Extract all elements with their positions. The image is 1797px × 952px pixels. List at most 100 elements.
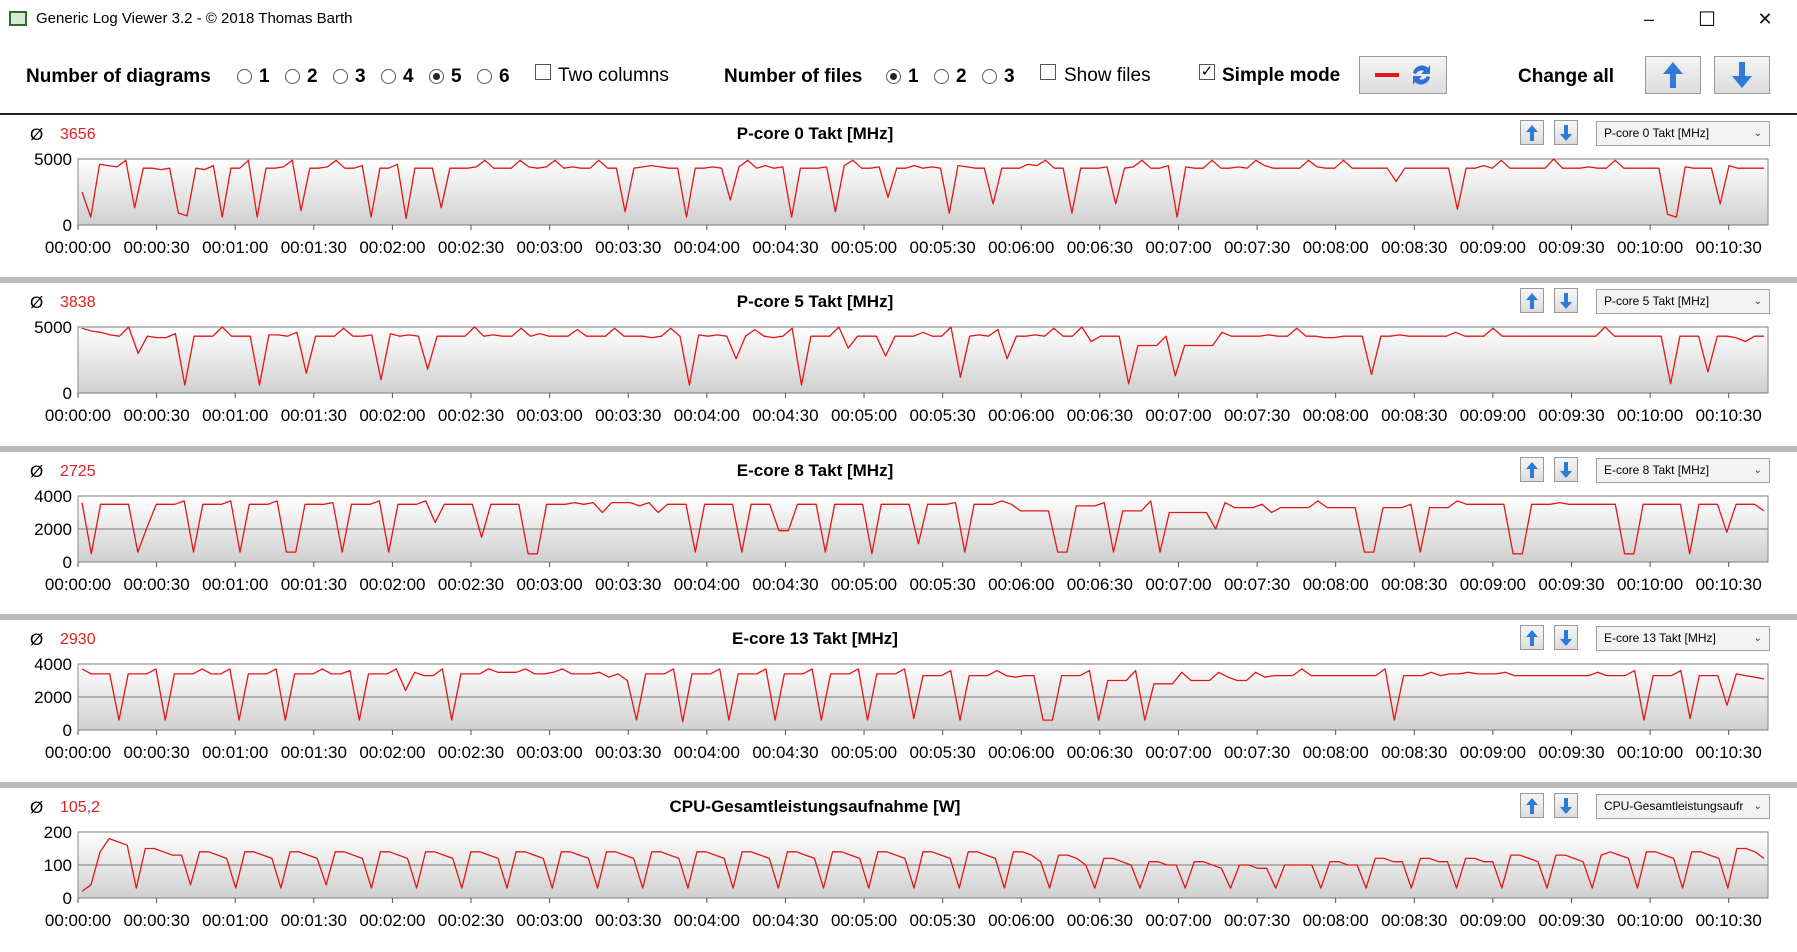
move-down-button[interactable] (1554, 457, 1578, 482)
average-value: 2930 (60, 631, 96, 648)
channel-select[interactable]: P-core 0 Takt [MHz] ⌄ (1596, 121, 1770, 146)
x-tick-label: 00:05:00 (831, 911, 897, 930)
channel-select-value: E-core 13 Takt [MHz] (1604, 631, 1716, 645)
x-tick-label: 00:04:30 (752, 743, 818, 762)
x-tick-label: 00:04:30 (752, 406, 818, 425)
line-color-refresh-icon (1375, 65, 1430, 85)
show-files-checkbox[interactable] (1040, 64, 1056, 80)
arrow-up-icon (1526, 124, 1538, 141)
channel-select[interactable]: E-core 8 Takt [MHz] ⌄ (1596, 458, 1770, 483)
move-up-button[interactable] (1520, 625, 1544, 650)
x-tick-label: 00:04:00 (674, 238, 740, 257)
channel-select-value: E-core 8 Takt [MHz] (1604, 463, 1710, 477)
files-radio-2[interactable] (934, 69, 949, 84)
channel-select[interactable]: P-core 5 Takt [MHz] ⌄ (1596, 289, 1770, 314)
x-tick-label: 00:01:30 (281, 575, 347, 594)
arrow-down-icon (1560, 797, 1572, 814)
diagrams-radio-1[interactable] (237, 69, 252, 84)
y-tick-label: 100 (44, 856, 72, 875)
x-tick-label: 00:03:30 (595, 743, 661, 762)
channel-select[interactable]: CPU-Gesamtleistungsaufr ⌄ (1596, 794, 1770, 819)
x-tick-label: 00:09:30 (1538, 406, 1604, 425)
x-tick-label: 00:04:30 (752, 238, 818, 257)
files-radio-1[interactable] (886, 69, 901, 84)
simple-mode-label: Simple mode (1222, 65, 1341, 86)
title-bar: Generic Log Viewer 3.2 - © 2018 Thomas B… (0, 0, 1797, 38)
diagrams-radio-6[interactable] (477, 69, 492, 84)
x-tick-label: 00:10:30 (1696, 406, 1762, 425)
arrow-down-icon (1732, 62, 1752, 88)
y-tick-label: 200 (44, 823, 72, 842)
x-tick-label: 00:00:30 (124, 238, 190, 257)
x-tick-label: 00:09:30 (1538, 743, 1604, 762)
change-all-up-button[interactable] (1645, 56, 1701, 94)
x-tick-label: 00:00:00 (45, 743, 111, 762)
y-tick-label: 0 (63, 721, 72, 740)
change-all-down-button[interactable] (1714, 56, 1770, 94)
x-tick-label: 00:04:30 (752, 575, 818, 594)
move-down-button[interactable] (1554, 120, 1578, 145)
files-radio-3[interactable] (982, 69, 997, 84)
x-tick-label: 00:03:00 (517, 406, 583, 425)
x-tick-label: 00:03:30 (595, 911, 661, 930)
diagrams-radio-4[interactable] (381, 69, 396, 84)
move-up-button[interactable] (1520, 457, 1544, 482)
x-tick-label: 00:07:00 (1145, 911, 1211, 930)
x-tick-label: 00:02:00 (359, 911, 425, 930)
close-button[interactable]: ✕ (1757, 8, 1773, 29)
x-tick-label: 00:02:30 (438, 238, 504, 257)
minimize-button[interactable]: – (1643, 8, 1654, 29)
y-tick-label: 5000 (34, 318, 72, 337)
x-tick-label: 00:03:30 (595, 238, 661, 257)
move-down-button[interactable] (1554, 793, 1578, 818)
diagram-chart-4: 0 2000 4000 00:00:00 00:00:30 00:01:00 00:01:3… (34, 655, 1769, 762)
x-tick-label: 00:04:30 (752, 911, 818, 930)
x-tick-label: 00:09:00 (1460, 911, 1526, 930)
series-line (81, 668, 1765, 723)
diagrams-radio-5[interactable] (429, 69, 444, 84)
number-of-diagrams-label: Number of diagrams (26, 66, 211, 87)
x-tick-label: 00:05:30 (910, 743, 976, 762)
arrow-down-icon (1560, 461, 1572, 478)
move-up-button[interactable] (1520, 120, 1544, 145)
window-title: Generic Log Viewer 3.2 - © 2018 Thomas B… (36, 10, 353, 27)
diagram-title: CPU-Gesamtleistungsaufnahme [W] (669, 797, 961, 816)
move-down-button[interactable] (1554, 288, 1578, 313)
change-all-label: Change all (1518, 66, 1615, 87)
channel-select-value: P-core 0 Takt [MHz] (1604, 126, 1710, 140)
diagrams-radio-3[interactable] (333, 69, 348, 84)
x-tick-label: 00:08:00 (1303, 406, 1369, 425)
x-tick-label: 00:01:00 (202, 911, 268, 930)
average-value: 3656 (60, 126, 96, 143)
channel-select[interactable]: E-core 13 Takt [MHz] ⌄ (1596, 626, 1770, 651)
move-up-button[interactable] (1520, 793, 1544, 818)
x-tick-label: 00:01:30 (281, 911, 347, 930)
x-tick-label: 00:02:30 (438, 406, 504, 425)
simple-mode-checkbox[interactable]: ✓ (1199, 63, 1215, 80)
series-line (81, 326, 1764, 386)
diagrams-radio-2[interactable] (285, 69, 300, 84)
arrow-down-icon (1560, 629, 1572, 646)
x-tick-label: 00:05:30 (910, 575, 976, 594)
x-tick-label: 00:07:00 (1145, 406, 1211, 425)
x-tick-label: 00:09:00 (1460, 575, 1526, 594)
x-tick-label: 00:08:30 (1381, 575, 1447, 594)
two-columns-checkbox[interactable] (535, 64, 551, 80)
x-tick-label: 00:05:00 (831, 575, 897, 594)
x-tick-label: 00:05:30 (910, 238, 976, 257)
files-radio-3-label: 3 (1004, 66, 1015, 87)
diagrams-radio-4-label: 4 (403, 66, 414, 87)
x-tick-label: 00:08:30 (1381, 406, 1447, 425)
x-tick-label: 00:10:30 (1696, 238, 1762, 257)
number-of-files-label: Number of files (724, 66, 863, 87)
plot-area (77, 158, 1769, 226)
move-down-button[interactable] (1554, 625, 1578, 650)
x-tick-label: 00:06:30 (1067, 406, 1133, 425)
move-up-button[interactable] (1520, 288, 1544, 313)
chevron-down-icon: ⌄ (1753, 633, 1762, 644)
average-symbol: Ø (30, 462, 44, 481)
y-tick-label: 2000 (34, 520, 72, 539)
y-tick-label: 0 (63, 553, 72, 572)
line-color-refresh-button[interactable] (1359, 56, 1447, 94)
maximize-button[interactable]: ☐ (1698, 8, 1716, 31)
